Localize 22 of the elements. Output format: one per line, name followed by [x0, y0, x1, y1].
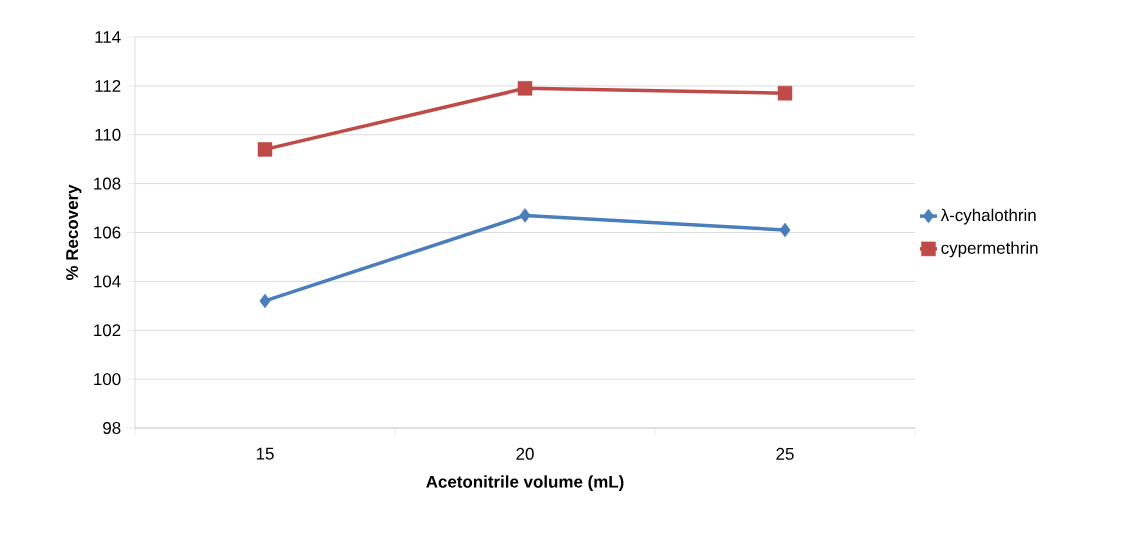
- y-tick-label: 106: [94, 226, 121, 239]
- y-tick-label: 110: [95, 128, 121, 141]
- y-tick-label: 100: [94, 373, 121, 386]
- y-tick-label: 104: [94, 275, 121, 288]
- legend-label: λ-cyhalothrin: [940, 208, 1036, 225]
- point: [257, 142, 273, 157]
- legend-label: cypermethrin: [941, 241, 1038, 258]
- point: [519, 208, 531, 223]
- y-tick-label: 98: [103, 422, 121, 434]
- x-tick-label: 25: [776, 447, 794, 460]
- x-tick-label: 20: [516, 447, 534, 460]
- y-tick-label: 108: [94, 177, 121, 190]
- x-axis-title: Acetonitrile volume (mL): [426, 475, 624, 492]
- y-tick-label: 102: [94, 324, 121, 337]
- y-tick-label: 114: [95, 31, 121, 43]
- point: [259, 293, 271, 309]
- y-tick-label: 112: [95, 79, 121, 92]
- point: [517, 81, 533, 96]
- y-axis-title: % Recovery: [66, 184, 82, 281]
- point: [777, 85, 793, 101]
- x-tick-label: 15: [256, 447, 274, 460]
- point: [779, 222, 791, 238]
